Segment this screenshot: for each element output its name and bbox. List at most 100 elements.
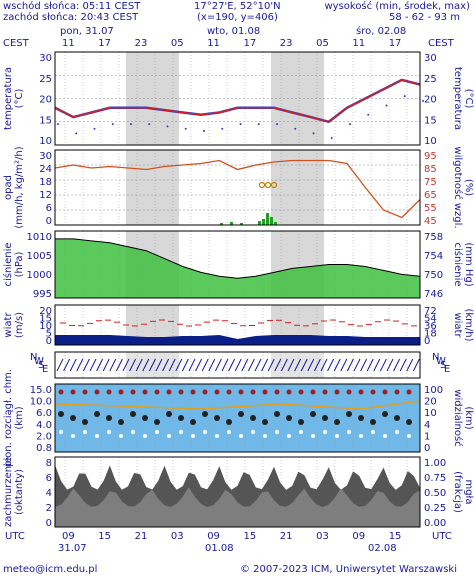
cloud-base-dot — [286, 415, 292, 421]
dewpoint-dot — [57, 123, 59, 126]
cloud-top-dot — [346, 389, 352, 395]
bottom-hour-label: 15 — [243, 531, 257, 542]
right-tick: 72 — [424, 306, 437, 317]
cloud-low-dot — [95, 434, 99, 438]
dewpoint-dot — [367, 113, 370, 116]
panel-frame-clouds — [54, 456, 421, 528]
left-tick: 4 — [46, 488, 52, 499]
cloud-top-dot — [250, 389, 256, 395]
wind-dir-arrow — [261, 358, 269, 372]
cloud-base-dot — [118, 419, 124, 425]
dewpoint-dot — [203, 130, 205, 133]
visibility-line — [54, 400, 421, 410]
wind-dir-arrow — [307, 358, 315, 372]
wind-dir-arrow — [287, 358, 295, 372]
cloud-top-dot — [298, 389, 304, 395]
cloud-top-dot — [322, 389, 328, 395]
wind-dir-arrow — [135, 358, 143, 372]
top-hour-label: 23 — [134, 38, 148, 49]
dewpoint-dot — [75, 132, 78, 135]
cloud-low-dot — [239, 434, 243, 438]
cloud-top-dot — [214, 389, 220, 395]
left-tick: 15 — [39, 115, 52, 126]
wind-dir-arrow — [353, 358, 361, 372]
left-tick: 0 — [46, 336, 52, 347]
wind-dir-arrow — [346, 358, 354, 372]
wind-area — [55, 335, 420, 345]
left-tick: 0 — [46, 518, 52, 529]
right-tick: 20 — [424, 95, 437, 106]
right-tick: 75 — [424, 177, 437, 188]
cloud-base-dot — [190, 419, 196, 425]
precip-marker — [258, 181, 266, 189]
right-tick: 54 — [424, 314, 437, 325]
left-tick: 1000 — [27, 270, 52, 281]
wind-dir-arrow — [129, 358, 137, 372]
cloud-base-dot — [70, 415, 76, 421]
sunset-text: zachód słońca: 20:43 CEST — [3, 12, 139, 23]
precip-bar — [270, 217, 273, 225]
cloud-base-dot — [382, 411, 388, 417]
top-hour-label: 17 — [98, 38, 112, 49]
panel-frame-visibility — [54, 383, 421, 453]
right-tick: 100 — [424, 385, 443, 396]
wind-dir-arrow — [399, 358, 407, 372]
cloud-base-dot — [214, 415, 220, 421]
cloud-top-dot — [238, 389, 244, 395]
wind-dir-arrow — [254, 358, 262, 372]
bottom-hour-label: 21 — [134, 531, 148, 542]
cloud-low-dot — [287, 434, 291, 438]
wind-dir-arrow — [208, 358, 216, 372]
night-band — [126, 150, 179, 225]
dewpoint-dot — [349, 123, 351, 126]
left-tick: 6 — [46, 473, 52, 484]
right-tick: 0.25 — [424, 503, 446, 514]
cloud-low-dot — [335, 434, 339, 438]
bottom-tz-right: UTC — [432, 531, 452, 542]
cloud-top-dot — [382, 389, 388, 395]
cloud-base-dot — [226, 419, 232, 425]
left-dir: W — [34, 356, 44, 367]
altitude-values: 58 - 62 - 93 m — [388, 12, 460, 23]
wind-dir-arrow — [241, 358, 249, 372]
wind-dir-arrow — [89, 358, 97, 372]
left-tick: 2 — [46, 503, 52, 514]
bottom-hour-label: 03 — [170, 531, 184, 542]
cloud-top-dot — [70, 389, 76, 395]
cloud-base-dot — [130, 411, 136, 417]
cloud-top-dot — [394, 389, 400, 395]
right-axis-unit: (km/h) — [463, 308, 474, 341]
cloud-low-dot — [119, 434, 123, 438]
left-tick: 0.8 — [36, 443, 52, 454]
footer-email[interactable]: meteo@icm.edu.pl — [3, 564, 98, 575]
left-axis-unit: (oktanty) — [14, 469, 25, 515]
cloud-top-dot — [82, 389, 88, 395]
top-day-3: śro, 02.08 — [356, 26, 407, 37]
bottom-hour-label: 15 — [388, 531, 402, 542]
right-tick: 1 — [424, 431, 430, 442]
bottom-hour-label: 09 — [62, 531, 75, 542]
left-tick: 24 — [39, 164, 52, 175]
right-axis-unit: (°C) — [463, 89, 474, 109]
left-tick: 1010 — [27, 232, 52, 243]
cloud-low-dot — [227, 430, 231, 434]
dewpoint-dot — [422, 99, 424, 102]
right-axis-title: wiatr — [452, 312, 463, 338]
cloud-top-dot — [202, 389, 208, 395]
dewpoint-dot — [312, 132, 315, 135]
right-dir: W — [436, 356, 446, 367]
cloud-low-dot — [191, 434, 195, 438]
cloud-top-dot — [166, 389, 172, 395]
left-tick: 30 — [39, 151, 52, 162]
cloud-low-dot — [107, 430, 111, 434]
wind-dir-arrow — [360, 358, 368, 372]
top-day-1: pon, 31.07 — [60, 26, 114, 37]
right-tick: 0 — [424, 336, 430, 347]
right-axis-title: wilgotność wzgl. — [452, 146, 464, 228]
cloud-base-dot — [322, 415, 328, 421]
pressure-area — [55, 238, 420, 298]
cloud-low-dot — [167, 434, 171, 438]
right-tick: 15 — [424, 115, 437, 126]
cloud-top-dot — [370, 389, 376, 395]
precip-bar — [258, 221, 261, 225]
